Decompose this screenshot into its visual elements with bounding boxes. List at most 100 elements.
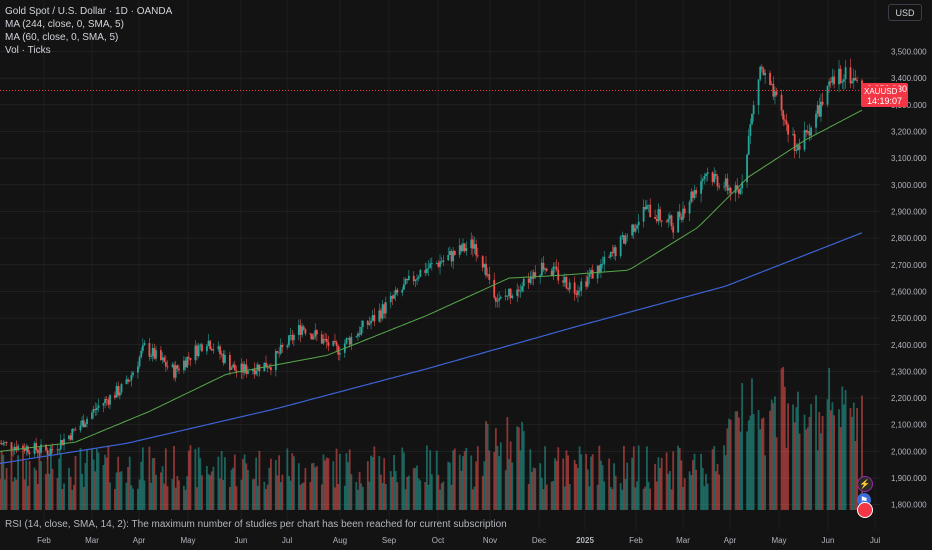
volume-bar bbox=[299, 484, 302, 510]
volume-bar bbox=[774, 396, 776, 510]
candle-body bbox=[46, 450, 49, 455]
volume-bar bbox=[320, 484, 323, 510]
volume-bar bbox=[232, 467, 235, 510]
candle-body bbox=[71, 428, 74, 440]
volume-bar bbox=[772, 403, 775, 510]
currency-button[interactable]: USD bbox=[888, 4, 922, 21]
volume-bar bbox=[565, 450, 568, 510]
candle-body bbox=[186, 356, 189, 368]
x-tick-label: 2025 bbox=[576, 536, 594, 545]
volume-bar bbox=[723, 445, 725, 510]
volume-bar bbox=[632, 446, 635, 510]
volume-bar bbox=[739, 431, 742, 510]
candle-body bbox=[391, 295, 394, 299]
candle-body bbox=[220, 353, 223, 355]
time-axis[interactable]: Feb Mar Apr May Jun Jul Aug Sep Oct Nov Dec 2025 Feb… bbox=[37, 536, 880, 545]
volume-bar bbox=[690, 475, 693, 510]
volume-bar bbox=[205, 466, 208, 510]
volume-bar bbox=[370, 455, 372, 510]
volume-bar bbox=[186, 476, 189, 510]
candle-body bbox=[242, 363, 244, 373]
rsi-warning: RSI (14, close, SMA, 14, 2): The maximum… bbox=[5, 519, 507, 530]
candle-body bbox=[821, 101, 824, 105]
volume-bar bbox=[378, 456, 381, 510]
volume-bar bbox=[22, 448, 24, 510]
volume-bar bbox=[843, 404, 845, 510]
candle-body bbox=[488, 274, 491, 280]
candle-body bbox=[562, 280, 565, 283]
ma-60-legend[interactable]: MA (60, close, 0, SMA, 5) bbox=[5, 32, 119, 43]
volume-bar bbox=[155, 474, 157, 510]
candle-body bbox=[293, 335, 295, 341]
volume-bar bbox=[555, 460, 558, 510]
volume-bar bbox=[706, 483, 709, 510]
candle-body bbox=[102, 403, 105, 406]
volume-bar bbox=[109, 482, 111, 510]
candle-body bbox=[107, 399, 110, 405]
volume-bar bbox=[311, 463, 313, 510]
candle-body bbox=[45, 444, 47, 451]
volume-bar bbox=[485, 421, 487, 510]
candle-body bbox=[508, 288, 510, 297]
candle-body bbox=[416, 278, 418, 280]
volume-bar bbox=[401, 447, 404, 510]
volume-bar bbox=[760, 418, 763, 510]
volume-bar bbox=[335, 448, 338, 510]
volume-bar bbox=[391, 476, 394, 510]
volume-bar bbox=[511, 462, 514, 510]
candle-body bbox=[22, 445, 24, 450]
candle-body bbox=[430, 263, 433, 264]
volume-bar bbox=[235, 486, 238, 510]
volume-bar bbox=[826, 399, 829, 510]
volume-bar bbox=[424, 482, 427, 510]
symbol-title[interactable]: Gold Spot / U.S. Dollar · 1D · OANDA bbox=[5, 6, 173, 17]
candle-body bbox=[23, 449, 26, 451]
candle-body bbox=[155, 350, 157, 359]
candle-body bbox=[682, 208, 684, 220]
candle-body bbox=[224, 354, 226, 363]
candle-body bbox=[414, 279, 417, 282]
x-tick-label: Feb bbox=[629, 536, 643, 545]
volume-bar bbox=[373, 446, 376, 510]
volume-bar bbox=[143, 480, 146, 510]
volume-bar bbox=[486, 423, 489, 510]
volume-bar bbox=[522, 431, 525, 510]
volume-bar bbox=[427, 484, 430, 510]
volume-legend[interactable]: Vol · Ticks bbox=[5, 45, 51, 56]
candle-body bbox=[772, 83, 775, 97]
events-icon[interactable] bbox=[857, 502, 873, 518]
candle-body bbox=[302, 326, 305, 330]
volume-bar bbox=[71, 489, 74, 510]
candle-body bbox=[425, 268, 428, 273]
price-axis[interactable]: 3,500.000 3,400.000 3,300.000 3,200.000 3,10… bbox=[891, 48, 927, 510]
candle-body bbox=[281, 344, 284, 348]
candle-body bbox=[453, 250, 456, 255]
volume-bar bbox=[174, 487, 177, 510]
volume-bar bbox=[736, 411, 739, 510]
volume-bar bbox=[649, 488, 652, 510]
volume-bar bbox=[608, 458, 611, 510]
volume-bar bbox=[780, 368, 783, 510]
volume-bar bbox=[17, 455, 19, 510]
candle-body bbox=[247, 370, 249, 374]
lightning-icon[interactable]: ⚡ bbox=[857, 476, 873, 492]
volume-bar bbox=[256, 485, 259, 510]
volume-bar bbox=[348, 449, 351, 510]
candle-body bbox=[384, 302, 387, 314]
ma-244-legend[interactable]: MA (244, close, 0, SMA, 5) bbox=[5, 19, 124, 30]
volume-bar bbox=[726, 428, 729, 510]
volume-bar bbox=[442, 481, 445, 510]
candle-body bbox=[481, 256, 484, 268]
candle-body bbox=[334, 340, 336, 343]
volume-bar bbox=[644, 486, 647, 510]
volume-bar bbox=[189, 445, 192, 510]
candle-body bbox=[782, 110, 785, 120]
volume-bar bbox=[534, 468, 537, 510]
volume-bar bbox=[447, 461, 450, 510]
candle-body bbox=[462, 243, 464, 252]
volume-bar bbox=[529, 449, 532, 510]
volume-bar bbox=[531, 471, 533, 510]
candle-body bbox=[816, 105, 819, 114]
candle-body bbox=[92, 409, 95, 413]
